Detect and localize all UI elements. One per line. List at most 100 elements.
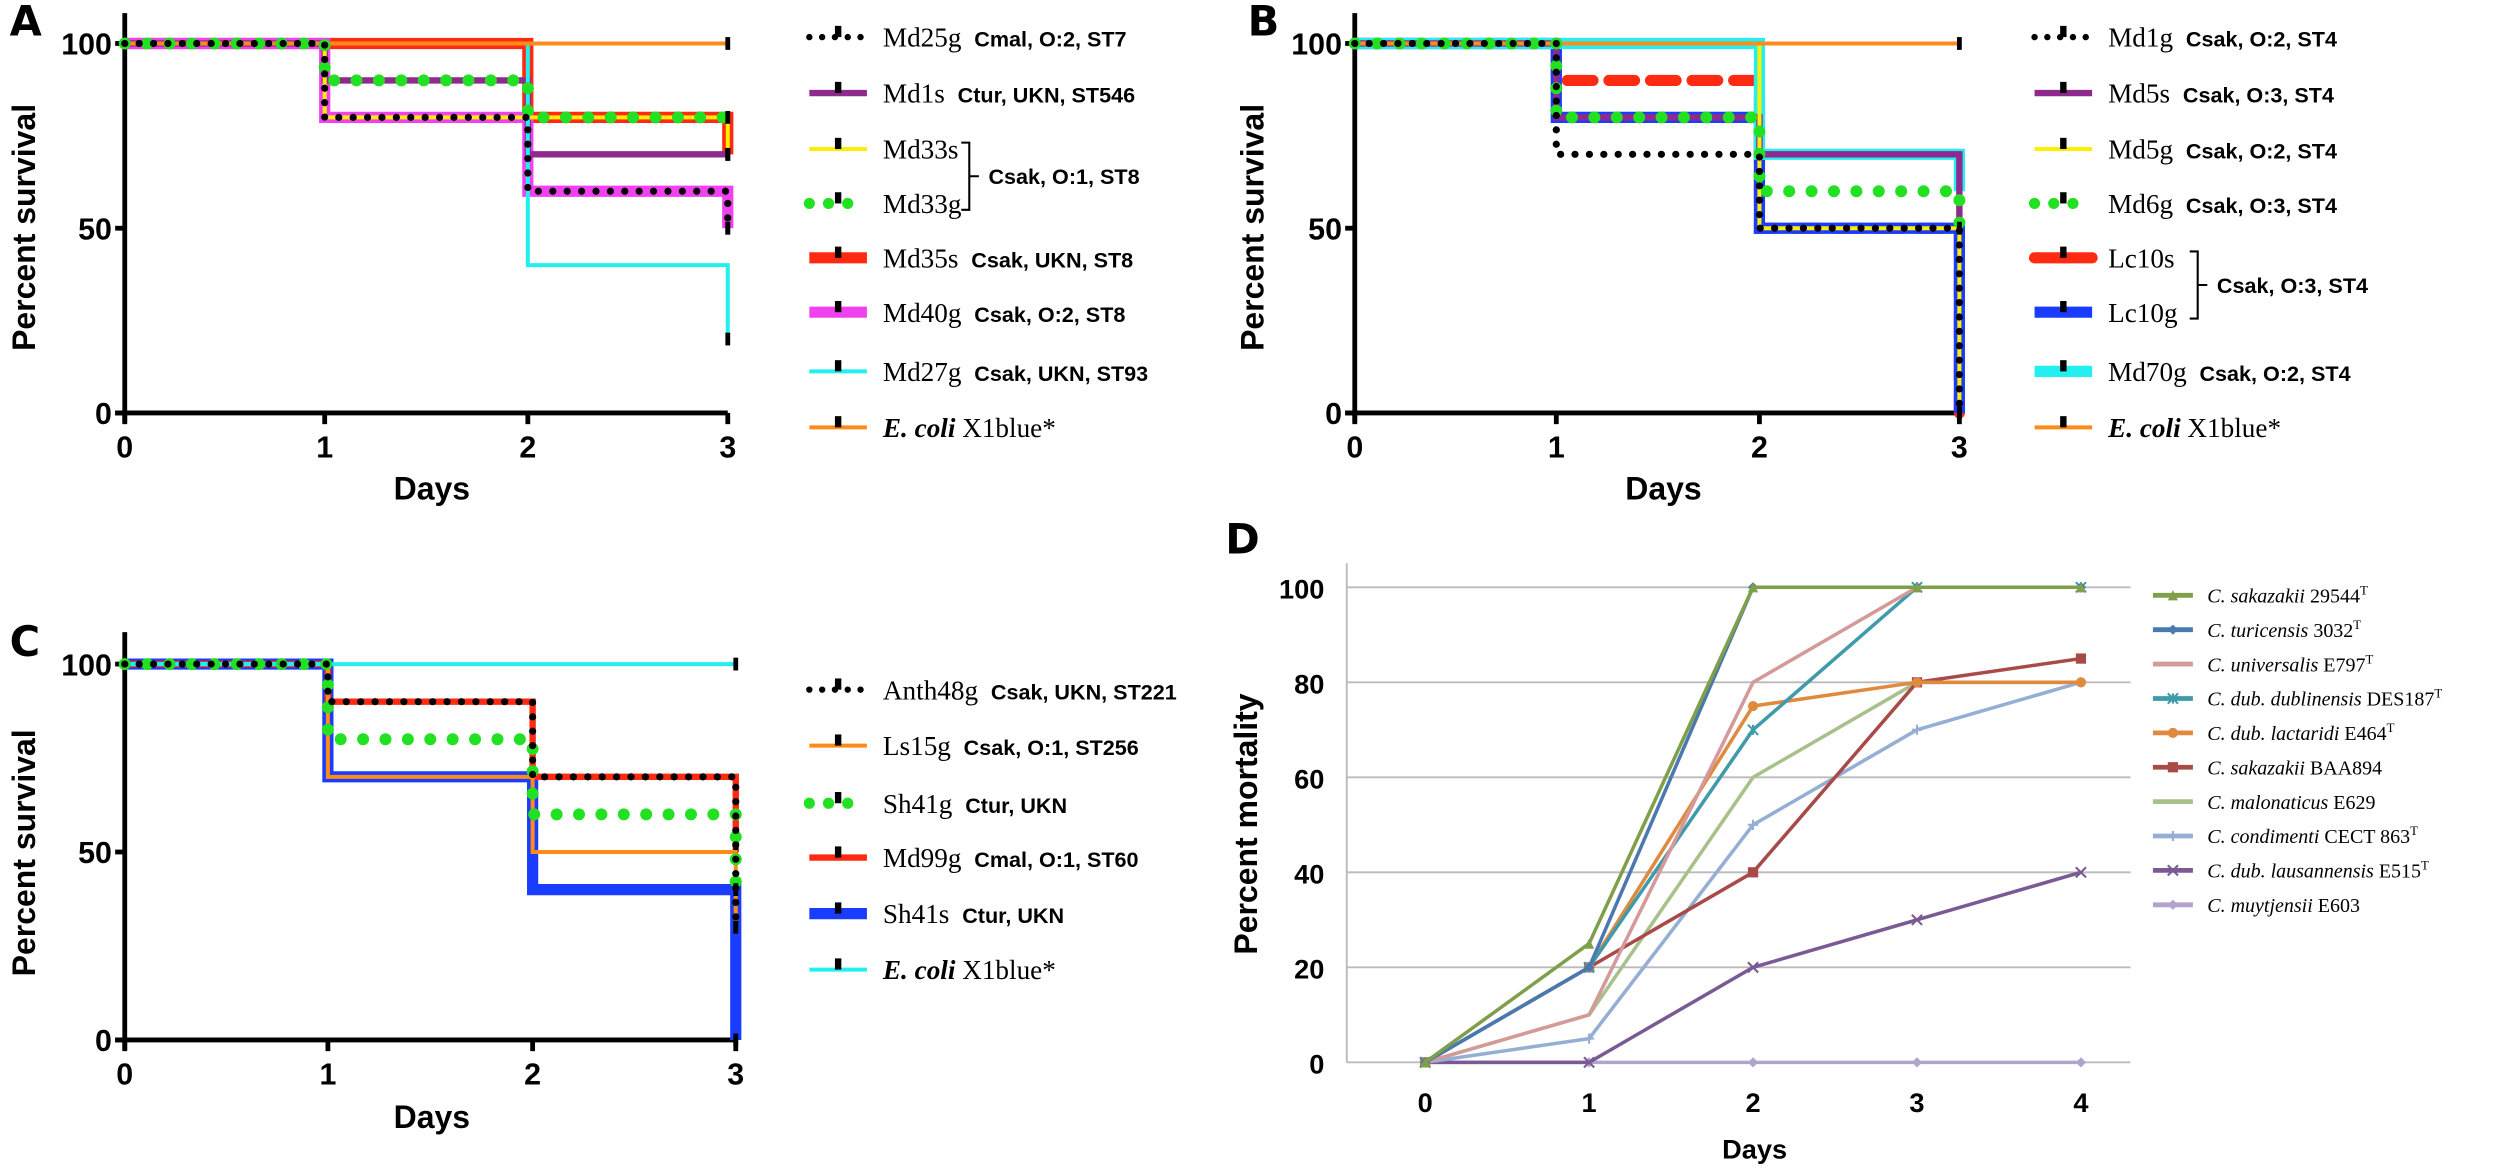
legend-censor-mark xyxy=(2060,81,2067,94)
legend-group-label: Csak, O:1, ST8 xyxy=(988,164,1139,189)
x-tick-label: 0 xyxy=(116,1058,133,1092)
legend-item: C. turicensis 3032T xyxy=(2152,618,2361,642)
censor-mark xyxy=(733,920,739,934)
data-point xyxy=(1583,1033,1595,1044)
data-point xyxy=(2167,762,2179,773)
legend-item: Sh41g Ctur, UKN xyxy=(803,789,1067,819)
data-point xyxy=(2075,653,2087,664)
y-tick-label: 40 xyxy=(1294,859,1324,890)
series-line xyxy=(1424,656,2082,1064)
data-point xyxy=(1583,1056,1595,1069)
legend-item: Lc10g xyxy=(2034,298,2178,328)
legend-label: C. dub. lactaridi E464T xyxy=(2207,721,2394,745)
legend-censor-mark xyxy=(2060,416,2067,428)
y-tick-label: 0 xyxy=(1309,1049,1324,1080)
data-point xyxy=(1747,819,1759,830)
y-tick-label: 0 xyxy=(95,397,112,431)
data-point xyxy=(1583,938,1595,949)
y-tick-label: 50 xyxy=(78,212,112,246)
legend-item: E. coli X1blue* xyxy=(809,955,1056,985)
y-axis-title: Percent survival xyxy=(6,729,42,976)
legend-label: Anth48g Csak, UKN, ST221 xyxy=(883,675,1177,705)
legend-label: Md99g Cmal, O:1, ST60 xyxy=(883,843,1139,873)
series-5 xyxy=(1420,653,2087,1068)
series-line-Md6g xyxy=(1348,37,1966,235)
legend-label: C. dub. dublinensis DES187T xyxy=(2207,687,2442,711)
data-point xyxy=(1911,677,1923,688)
censor-mark xyxy=(725,221,731,235)
legend-label: Md1s Ctur, UKN, ST546 xyxy=(883,79,1135,109)
x-axis-title: Days xyxy=(1625,470,1701,506)
legend-label: Md5s Csak, O:3, ST4 xyxy=(2108,79,2334,109)
data-point xyxy=(2167,692,2179,705)
legend-item: Md35s Csak, UKN, ST8 xyxy=(809,243,1133,273)
legend-censor-mark xyxy=(834,678,842,690)
series-line-Md99g xyxy=(124,660,739,853)
series-line-Md1g xyxy=(1351,39,1963,417)
data-point xyxy=(2075,582,2087,593)
legend-label: C. universalis E797T xyxy=(2207,652,2373,676)
legend-item: Md6g Csak, O:3, ST4 xyxy=(2028,189,2337,219)
censor-mark xyxy=(725,110,731,124)
legend-item: Md33s xyxy=(809,135,958,165)
data-point xyxy=(2167,624,2179,635)
legend-item: Anth48g Csak, UKN, ST221 xyxy=(806,675,1177,705)
legend-censor-mark xyxy=(834,360,842,372)
data-point xyxy=(2075,866,2087,879)
censor-mark xyxy=(1956,37,1962,50)
legend-label: C. sakazakii 29544T xyxy=(2207,583,2368,607)
legend-censor-mark xyxy=(834,846,842,858)
legend-label: Lc10g xyxy=(2108,298,2178,328)
x-tick-label: 1 xyxy=(319,1058,336,1092)
panel-letter: D xyxy=(1225,515,1260,564)
series-line-Md5g xyxy=(1354,41,1962,413)
y-tick-label: 100 xyxy=(61,648,112,682)
censor-mark xyxy=(725,147,731,161)
legend-item: Md5s Csak, O:3, ST4 xyxy=(2034,79,2334,109)
legend-censor-mark xyxy=(2060,192,2067,204)
y-tick-label: 0 xyxy=(95,1024,112,1058)
x-tick-label: 3 xyxy=(727,1058,744,1092)
data-point xyxy=(2167,590,2179,601)
legend-censor-mark xyxy=(2060,360,2067,372)
legend-label: Sh41s Ctur, UKN xyxy=(883,899,1064,929)
legend-censor-mark xyxy=(834,81,842,94)
x-tick-label: 3 xyxy=(1909,1087,1924,1118)
legend-label: Md25g Cmal, O:2, ST7 xyxy=(883,23,1127,53)
panel-letter: B xyxy=(1248,0,1280,45)
y-axis-title: Percent survival xyxy=(6,104,42,351)
data-point xyxy=(2167,864,2179,877)
legend-item: Sh41s Ctur, UKN xyxy=(809,899,1064,929)
y-tick-label: 80 xyxy=(1294,669,1324,700)
legend-item: Md1s Ctur, UKN, ST546 xyxy=(809,79,1135,109)
legend-censor-mark xyxy=(2060,246,2067,258)
data-point xyxy=(1583,962,1595,973)
data-point xyxy=(2167,899,2179,910)
censor-mark xyxy=(733,1033,739,1047)
legend-label: Md1g Csak, O:2, ST4 xyxy=(2108,23,2337,53)
data-point xyxy=(1747,582,1759,593)
legend-censor-mark xyxy=(834,300,842,313)
y-axis-title: Percent survival xyxy=(1235,104,1271,351)
legend-censor-mark xyxy=(834,246,842,258)
x-tick-label: 0 xyxy=(1418,1087,1433,1118)
legend-bracket xyxy=(961,141,979,211)
series-line-Md1s xyxy=(124,40,728,158)
data-point xyxy=(1911,724,1923,735)
legend-label: E. coli X1blue* xyxy=(2107,413,2281,443)
legend-label: Sh41g Ctur, UKN xyxy=(883,789,1067,819)
x-axis-title: Days xyxy=(394,1099,470,1135)
data-point xyxy=(2075,677,2087,688)
legend-label: Md33s xyxy=(883,135,959,165)
legend-censor-mark xyxy=(2060,137,2067,150)
legend-item: Lc10s xyxy=(2028,243,2175,273)
legend-censor-mark xyxy=(834,958,842,970)
legend-item: C. dub. lactaridi E464T xyxy=(2152,721,2395,745)
data-point xyxy=(1747,867,1759,878)
y-tick-label: 100 xyxy=(61,28,112,62)
x-tick-label: 4 xyxy=(2073,1087,2088,1118)
series-line-Md33g xyxy=(118,37,734,124)
legend-censor-mark xyxy=(834,416,842,428)
y-tick-label: 100 xyxy=(1291,28,1342,62)
